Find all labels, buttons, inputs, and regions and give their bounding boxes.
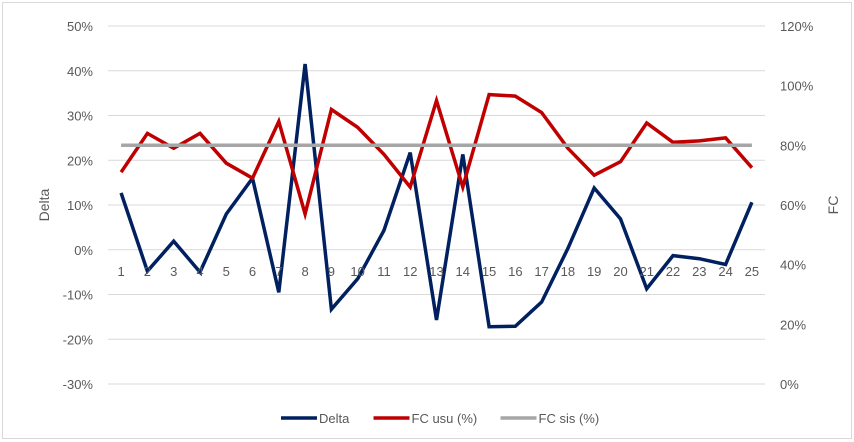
x-tick-label: 4 — [196, 264, 203, 279]
x-tick-label: 9 — [328, 264, 335, 279]
right-tick-label: 40% — [780, 258, 806, 273]
left-tick-label: -20% — [63, 332, 94, 347]
legend-label-fc-usu: FC usu (%) — [412, 411, 478, 426]
x-tick-label: 21 — [640, 264, 654, 279]
left-axis-ticks: 50% 40% 30% 20% 10% 0% -10% -20% -30% — [63, 19, 94, 392]
legend-label-fc-sis: FC sis (%) — [539, 411, 600, 426]
x-tick-label: 19 — [587, 264, 601, 279]
left-tick-label: 30% — [67, 109, 93, 124]
series-line-fc-usu — [119, 92, 754, 221]
left-tick-label: 40% — [67, 64, 93, 79]
right-tick-label: 20% — [780, 317, 806, 332]
right-tick-label: 0% — [780, 377, 799, 392]
left-tick-label: 50% — [67, 19, 93, 34]
x-tick-label: 8 — [301, 264, 308, 279]
right-axis-ticks: 120% 100% 80% 60% 40% 20% 0% — [780, 19, 814, 392]
legend: Delta FC usu (%) FC sis (%) — [281, 411, 599, 426]
x-tick-label: 20 — [613, 264, 627, 279]
gridlines — [108, 25, 765, 385]
category-labels: 1 2 3 4 5 6 7 8 9 10 11 12 13 14 15 16 17 18 19 20 21 22 23 24 2… — [118, 264, 760, 279]
x-tick-label: 2 — [144, 264, 151, 279]
right-tick-label: 60% — [780, 198, 806, 213]
right-tick-label: 120% — [780, 19, 814, 34]
right-tick-label: 80% — [780, 138, 806, 153]
x-tick-label: 5 — [223, 264, 230, 279]
x-tick-label: 24 — [718, 264, 732, 279]
x-tick-label: 25 — [745, 264, 759, 279]
series-lines — [119, 63, 754, 329]
right-axis-title: FC — [825, 196, 841, 215]
x-tick-label: 10 — [350, 264, 364, 279]
x-tick-label: 6 — [249, 264, 256, 279]
legend-label-delta: Delta — [319, 411, 350, 426]
x-tick-label: 11 — [377, 264, 391, 279]
x-tick-label: 1 — [118, 264, 125, 279]
x-tick-label: 3 — [170, 264, 177, 279]
x-tick-label: 14 — [456, 264, 470, 279]
series-line-delta — [119, 63, 754, 329]
x-tick-label: 12 — [403, 264, 417, 279]
x-tick-label: 23 — [692, 264, 706, 279]
x-tick-label: 18 — [561, 264, 575, 279]
x-tick-label: 7 — [275, 264, 282, 279]
right-tick-label: 100% — [780, 79, 814, 94]
left-tick-label: 0% — [74, 243, 93, 258]
left-tick-label: 20% — [67, 153, 93, 168]
left-tick-label: 10% — [67, 198, 93, 213]
x-tick-label: 15 — [482, 264, 496, 279]
left-tick-label: -10% — [63, 288, 94, 303]
left-tick-label: -30% — [63, 377, 94, 392]
x-tick-label: 13 — [429, 264, 443, 279]
x-tick-label: 22 — [666, 264, 680, 279]
left-axis-title: Delta — [36, 188, 52, 221]
x-tick-label: 17 — [534, 264, 548, 279]
x-tick-label: 16 — [508, 264, 522, 279]
